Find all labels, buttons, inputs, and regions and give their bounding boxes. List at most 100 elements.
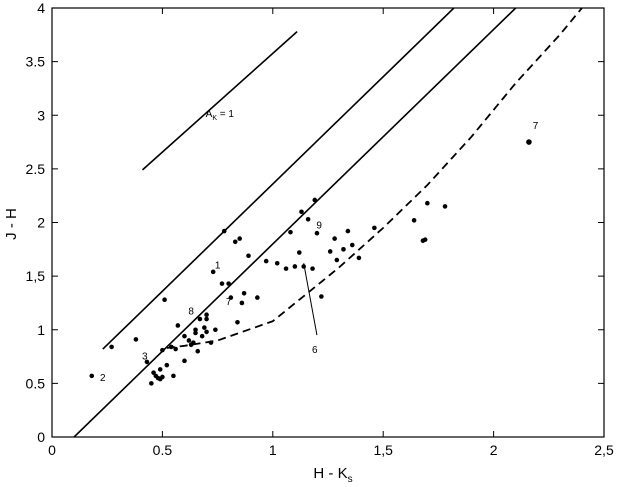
- data-point: [246, 253, 251, 259]
- x-tick-label: 0.5: [153, 442, 173, 458]
- data-point: [334, 257, 340, 263]
- y-tick-label: 2: [37, 215, 45, 231]
- data-point: [173, 346, 178, 352]
- annotation-label: 1: [215, 260, 221, 271]
- data-point: [526, 139, 532, 145]
- data-point: [182, 333, 187, 339]
- data-point: [292, 264, 298, 269]
- data-point: [193, 327, 198, 333]
- annotations: AK = 1 2 3 8 1 9 6 7 7: [100, 109, 539, 384]
- data-point: [182, 358, 187, 364]
- axes: 0 0.5 1 1,5 2 2,5 0 0.5 1 1,5 2 2.5 3 3.5 4: [26, 0, 614, 458]
- data-point: [199, 333, 205, 339]
- data-point: [274, 260, 280, 266]
- data-point: [305, 216, 311, 222]
- y-tick-label: 3.5: [26, 54, 46, 70]
- y-tick-label: 1: [37, 322, 45, 338]
- data-point: [160, 374, 165, 380]
- data-point: [204, 329, 209, 335]
- annotation-label: 3: [142, 351, 148, 362]
- data-point: [263, 258, 269, 264]
- data-point: [283, 266, 289, 271]
- data-point: [191, 340, 196, 345]
- data-point: [210, 269, 216, 275]
- data-point: [299, 209, 304, 215]
- data-point: [237, 236, 242, 241]
- annotation-label: AK = 1: [206, 109, 235, 122]
- data-point: [195, 348, 201, 354]
- plot-frame: [51, 7, 605, 438]
- data-point: [133, 337, 139, 342]
- data-point: [239, 300, 245, 306]
- data-point: [345, 228, 351, 234]
- data-point: [208, 340, 214, 345]
- annotation-label: 7: [226, 297, 232, 308]
- data-point: [162, 297, 167, 303]
- data-point: [171, 373, 176, 379]
- data-points: [89, 139, 532, 386]
- x-tick-label: 2: [490, 442, 498, 458]
- data-point: [235, 319, 240, 325]
- x-tick-label: 2,5: [594, 442, 614, 458]
- reference-line-3: [73, 8, 517, 437]
- x-tick-label: 0: [48, 442, 56, 458]
- data-point: [89, 373, 95, 379]
- x-axis-label-sub: s: [348, 474, 353, 485]
- annotation-label: 7: [533, 121, 539, 132]
- data-point: [425, 200, 430, 206]
- data-point: [175, 323, 181, 328]
- data-point: [332, 236, 337, 241]
- y-tick-label: 2.5: [26, 161, 46, 177]
- data-point: [349, 242, 355, 248]
- data-point: [356, 255, 362, 261]
- data-point: [319, 294, 324, 299]
- annotation-label: 8: [188, 306, 194, 317]
- data-point: [151, 370, 156, 375]
- y-tick-label: 1,5: [26, 268, 46, 284]
- reference-line-2: [102, 8, 455, 350]
- x-tick-label: 1,5: [373, 442, 393, 458]
- data-point: [109, 344, 114, 350]
- annotation-label: 2: [100, 373, 106, 384]
- data-point: [204, 312, 209, 318]
- data-point: [164, 362, 170, 368]
- leader-line: [303, 263, 318, 336]
- data-point: [168, 344, 174, 350]
- x-tick-label: 1: [269, 442, 277, 458]
- data-point: [310, 266, 315, 271]
- data-point: [411, 218, 417, 223]
- data-point: [144, 359, 150, 365]
- data-point: [157, 367, 163, 372]
- data-point: [301, 264, 307, 269]
- data-point: [312, 197, 318, 203]
- data-point: [221, 228, 227, 234]
- y-tick-label: 0: [37, 429, 45, 445]
- data-point: [149, 381, 154, 386]
- data-point: [372, 225, 377, 231]
- data-point: [219, 281, 225, 286]
- data-point: [197, 316, 203, 322]
- data-point: [204, 316, 209, 322]
- data-point: [241, 290, 247, 296]
- y-tick-label: 0.5: [26, 375, 46, 391]
- data-point: [288, 229, 293, 235]
- data-point: [160, 347, 165, 353]
- data-point: [186, 338, 192, 343]
- data-point: [202, 325, 207, 330]
- data-point: [226, 281, 231, 286]
- y-axis-label: J - H: [3, 208, 20, 240]
- data-point: [232, 239, 238, 245]
- data-point: [327, 249, 333, 254]
- reference-line-1: [141, 31, 298, 171]
- data-point: [296, 250, 302, 255]
- x-axis-label-main: H - K: [313, 465, 347, 482]
- data-point: [422, 237, 428, 242]
- reference-lines: [73, 8, 583, 437]
- y-tick-label: 3: [37, 107, 45, 123]
- data-point: [213, 327, 218, 333]
- annotation-label: 6: [312, 345, 318, 356]
- data-point: [255, 295, 260, 300]
- data-point: [442, 204, 448, 209]
- data-point: [314, 230, 320, 236]
